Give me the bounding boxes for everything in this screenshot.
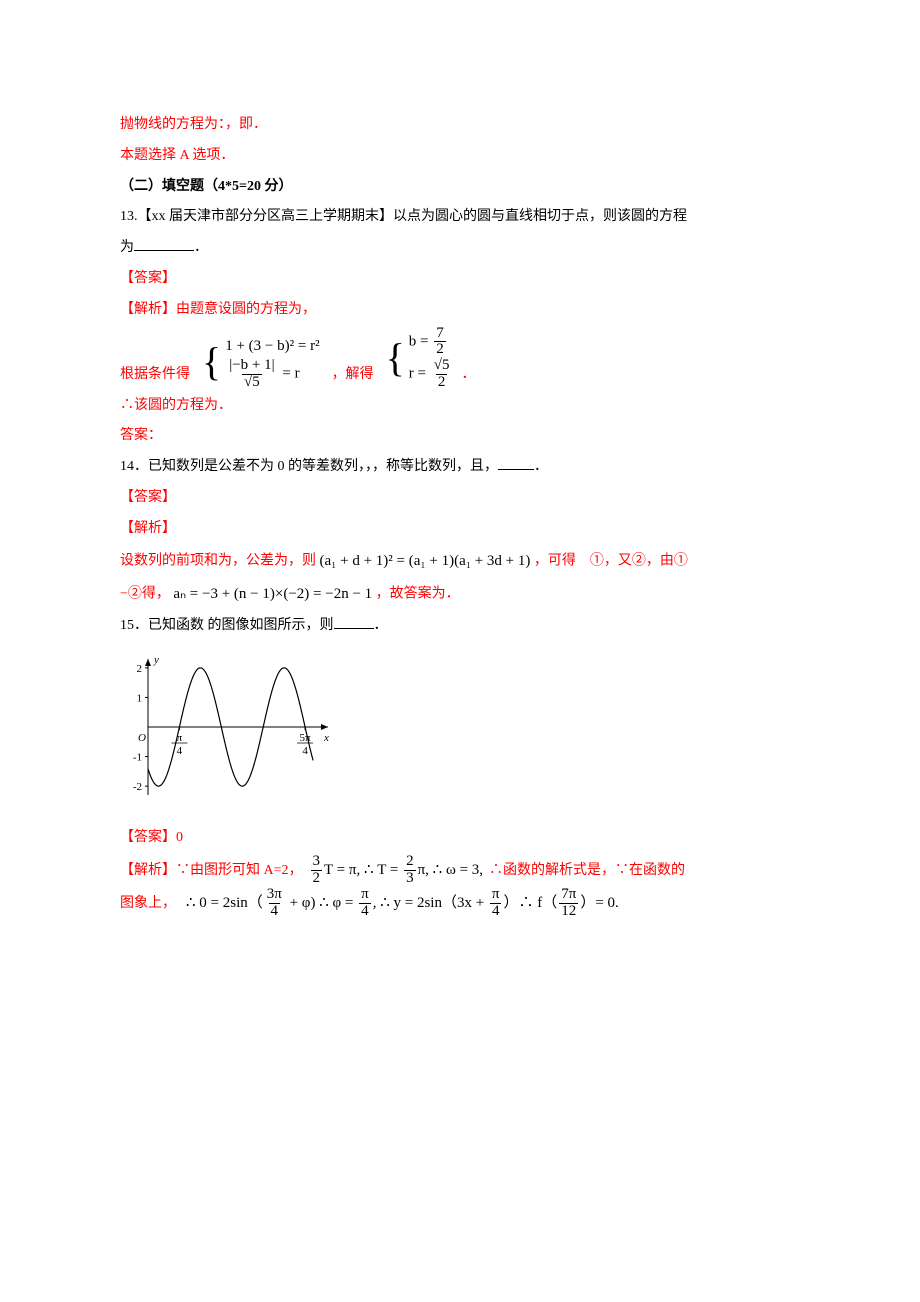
sys2-eq1: b = 72 [409,326,448,359]
f-b: + φ) ∴ φ = [286,895,357,911]
T-b-rhs: π, ∴ ω = 3, [418,862,483,878]
sol15-T-expr: 32T = π, ∴ T = 23π, ∴ ω = 3, [309,854,484,887]
solve-mid: ，解得 [332,360,374,391]
answer-label-13: 【答案】 [120,264,800,295]
q13-line2: 为． [120,233,800,264]
svg-text:x: x [323,732,329,744]
q15-text: 15．已知函数 的图像如图所示，则 ． [120,611,800,642]
sys2-eq1-num: 7 [434,326,446,342]
q14-sol-c: −②得， [120,586,170,601]
q14-an: aₙ = −3 + (n − 1)×(−2) = −2n − 1 [173,578,372,611]
q14-expr: (a₁ + d + 1)² = (a₁ + 1)(a₁ + 3d + 1) [320,545,531,578]
svg-text:-1: -1 [133,752,142,764]
q13-system-row: 根据条件得 { 1 + (3 − b)² = r² |−b + 1| √5 = … [120,326,800,391]
sys2-eq2-den: 2 [436,374,448,391]
sol15-line2: 图象上， ∴ 0 = 2sin（3π4 + φ) ∴ φ = π4, ∴ y =… [120,887,800,920]
sys2-eq1-den: 2 [434,341,446,358]
sys-period: ． [461,360,475,391]
system-1: { 1 + (3 − b)² = r² |−b + 1| √5 = r [202,334,320,391]
f-frac1-num: 3π [265,887,284,903]
f-frac2-den: 4 [359,903,371,920]
q13-line1: 13.【xx 届天津市部分分区高三上学期期末】以点为圆心的圆与直线相切于点，则该… [120,202,800,233]
svg-text:y: y [153,654,159,666]
sol15-a: 【解析】∵由图形可知 A=2， [120,856,303,887]
f-frac4-num: 7π [559,887,578,903]
T-a-rhs: T = π, ∴ T = [324,862,402,878]
sys1-eq2-num: |−b + 1| [227,358,276,374]
sys2-eq2: r = √52 [409,358,454,391]
q13-period: ． [194,240,208,255]
T-b-den: 3 [404,870,416,887]
left-brace-1: { [202,342,221,382]
sol15-b: ∴函数的解析式是，∵在函数的 [489,856,685,887]
sys2-eq2-num: √5 [432,358,452,374]
sys2-eq1-lhs: b = [409,333,432,349]
f-frac2-num: π [359,887,371,903]
sol15-final-expr: ∴ 0 = 2sin（3π4 + φ) ∴ φ = π4, ∴ y = 2sin… [186,887,619,920]
svg-text:4: 4 [177,745,183,757]
document-page: 抛物线的方程为：，即． 本题选择 A 选项． （二）填空题（4*5=20 分） … [0,0,920,980]
svg-text:2: 2 [137,663,143,675]
svg-text:O: O [138,732,146,744]
blank-underline [334,614,374,629]
q13-prefix: 为 [120,240,134,255]
section-header: （二）填空题（4*5=20 分） [120,172,800,203]
cond-prefix: 根据条件得 [120,360,190,391]
svg-text:1: 1 [137,693,143,705]
answer-colon: 答案： [120,421,800,452]
q14-sol-a: 设数列的前项和为，公差为，则 [120,553,316,568]
q15-body: 15．已知函数 的图像如图所示，则 [120,618,334,633]
f-a: ∴ 0 = 2sin（ [186,895,263,911]
sol15-line1: 【解析】∵由图形可知 A=2， 32T = π, ∴ T = 23π, ∴ ω … [120,854,800,887]
f-frac3-num: π [490,887,502,903]
solution-label-14: 【解析】 [120,514,800,545]
q14-period: ． [534,459,548,474]
choice-a-line: 本题选择 A 选项． [120,141,800,172]
sine-wave-chart: -2-112Oxyπ45π4 [120,649,340,809]
answer-15: 【答案】0 [120,823,800,854]
q14-sol-line2: −②得， aₙ = −3 + (n − 1)×(−2) = −2n − 1 ，故… [120,578,800,611]
sys2-eq2-lhs: r = [409,366,430,382]
f-c: , ∴ y = 2sin（3x + [373,895,488,911]
q14-sol-line1: 设数列的前项和为，公差为，则 (a₁ + d + 1)² = (a₁ + 1)(… [120,545,800,578]
q14-sol-b: ，可得 ①，又②，由① [534,553,688,568]
q15-period: ． [374,618,388,633]
therefore-circle: ∴该圆的方程为． [120,391,800,422]
system-2: { b = 72 r = √52 [386,326,454,391]
svg-text:5π: 5π [300,732,312,744]
solution-label-13: 【解析】由题意设圆的方程为， [120,295,800,326]
answer-label-14: 【答案】 [120,483,800,514]
T-a-den: 2 [311,870,323,887]
sys1-eq2: |−b + 1| √5 = r [225,358,299,391]
sys1-eq1: 1 + (3 − b)² = r² [225,334,319,358]
f-frac1-den: 4 [269,903,281,920]
q14-body: 14．已知数列是公差不为 0 的等差数列，，，称等比数列，且， [120,459,498,474]
f-frac3-den: 4 [490,903,502,920]
q14-text: 14．已知数列是公差不为 0 的等差数列，，，称等比数列，且， ． [120,452,800,483]
sys1-eq2-den: √5 [242,374,262,391]
f-frac4-den: 12 [559,903,578,920]
T-b-num: 2 [404,854,416,870]
blank-underline [498,455,534,470]
svg-text:-2: -2 [133,781,142,793]
svg-text:4: 4 [302,745,308,757]
left-brace-2: { [386,338,405,378]
q14-sol-d: ，故答案为． [376,586,460,601]
blank-underline [134,236,194,251]
sol15-c: 图象上， [120,889,176,920]
T-a-num: 3 [311,854,323,870]
sys1-eq2-rhs: = r [279,366,300,382]
parabola-eqn-line: 抛物线的方程为：，即． [120,110,800,141]
f-d: ）∴ f（ [504,895,558,911]
f-e: ）= 0. [580,895,618,911]
